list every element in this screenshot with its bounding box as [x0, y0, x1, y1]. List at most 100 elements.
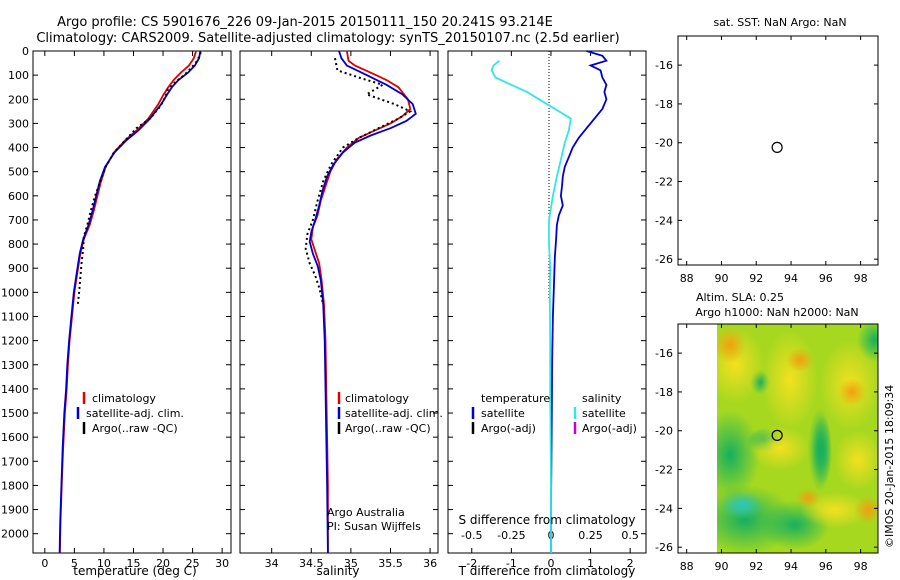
- sla-heatmap: [717, 324, 878, 553]
- x-tick-label: 0: [41, 557, 48, 570]
- y-tick-label: -20: [655, 137, 673, 150]
- y-tick-label: 0: [22, 45, 29, 58]
- x-tick-label: 20: [156, 557, 170, 570]
- difference-series: [490, 50, 608, 553]
- title-line-1: Argo profile: CS 5901676_226 09-Jan-2015…: [57, 15, 553, 30]
- x-tick-label: 98: [854, 272, 868, 285]
- heatmap-blob: [717, 327, 746, 363]
- y-tick-label: 1000: [1, 286, 29, 299]
- y-tick-label: 1300: [1, 359, 29, 372]
- top-tick-label: 0.5: [621, 529, 639, 542]
- x-tick-label: 36: [423, 557, 437, 570]
- temperature-xlabel: temperature (deg C): [73, 564, 196, 578]
- y-tick-label: 1800: [1, 479, 29, 492]
- x-tick-label: 2: [627, 557, 634, 570]
- x-tick-label: 34.5: [299, 557, 324, 570]
- legend-title-temperature: temperature: [481, 392, 550, 405]
- sla-map-title-1: Altim. SLA: 0.25: [696, 291, 784, 304]
- legend-label: Argo(..raw -QC): [92, 422, 178, 435]
- series-line-climatology: [59, 50, 197, 554]
- series-line-satellite-adj-clim-: [58, 50, 202, 554]
- y-tick-label: 200: [8, 93, 29, 106]
- sst-map-title: sat. SST: NaN Argo: NaN: [713, 16, 846, 29]
- salinity-annotation-line2: PI: Susan Wijffels: [327, 520, 421, 533]
- y-tick-label: 1400: [1, 383, 29, 396]
- y-tick-label: 1200: [1, 335, 29, 348]
- salinity-axes: 34 34.5 35 35.5 36: [240, 50, 438, 570]
- x-tick-label: 5: [71, 557, 78, 570]
- y-tick-label: 700: [8, 214, 29, 227]
- x-tick-label: 96: [819, 272, 833, 285]
- difference-axes: -2 -1 0 1 2-0.5 -0.25 0 0.25 0.5: [448, 50, 646, 570]
- x-tick-label: 0: [547, 557, 554, 570]
- y-tick-label: 1700: [1, 455, 29, 468]
- difference-panel-frame: [447, 50, 647, 554]
- y-tick-label: 1600: [1, 431, 29, 444]
- y-tick-label: -22: [655, 176, 673, 189]
- salinity-xlabel: salinity: [316, 564, 359, 578]
- salinity-panel-frame: [239, 50, 439, 554]
- x-tick-label: -2: [466, 557, 477, 570]
- salinity-series: [304, 50, 417, 554]
- y-tick-label: 800: [8, 238, 29, 251]
- series-line-salinity-satellite: [490, 59, 572, 553]
- sst-map-axes: 88 90 92 94 96 98 -16 -18 -20 -22 -24 -26: [655, 36, 878, 285]
- x-tick-label: 34: [265, 557, 279, 570]
- y-tick-label: -26: [655, 253, 673, 266]
- y-tick-label: 1500: [1, 407, 29, 420]
- legend-label: satellite: [481, 407, 525, 420]
- sst-map-frame: [677, 35, 879, 266]
- y-tick-label: 400: [8, 142, 29, 155]
- y-tick-label: -16: [655, 347, 673, 360]
- x-tick-label: 94: [784, 560, 798, 573]
- legend-label: climatology: [345, 392, 409, 405]
- temperature-series: [58, 50, 202, 554]
- legend-title-salinity: salinity: [582, 392, 622, 405]
- heatmap-blob: [786, 348, 814, 372]
- salinity-legend: climatology satellite-adj. clim. Argo(..…: [337, 392, 443, 435]
- x-tick-label: 30: [215, 557, 229, 570]
- difference-xlabel: T difference from climatology: [458, 564, 636, 578]
- series-line-temperature-satellite: [550, 50, 608, 553]
- legend-label: satellite: [582, 407, 626, 420]
- x-tick-label: 88: [680, 560, 694, 573]
- y-tick-label: -26: [655, 541, 673, 554]
- imos-watermark: ©IMOS 20-Jan-2015 18:09:34: [883, 385, 896, 548]
- y-tick-label: 300: [8, 117, 29, 130]
- x-tick-label: 92: [749, 560, 763, 573]
- x-tick-label: 94: [784, 272, 798, 285]
- y-tick-label: -22: [655, 464, 673, 477]
- y-tick-label: -18: [655, 386, 673, 399]
- heatmap-blob: [762, 330, 818, 430]
- top-tick-label: -0.5: [461, 529, 482, 542]
- y-tick-label: 1100: [1, 310, 29, 323]
- x-tick-label: 10: [97, 557, 111, 570]
- x-tick-label: 1: [587, 557, 594, 570]
- heatmap-blob: [854, 496, 878, 524]
- sla-map-title-2: Argo h1000: NaN h2000: NaN: [695, 306, 858, 319]
- x-tick-label: 90: [714, 560, 728, 573]
- y-tick-label: -24: [655, 214, 673, 227]
- heatmap-blob: [834, 430, 878, 490]
- x-tick-label: 98: [854, 560, 868, 573]
- y-tick-label: 500: [8, 166, 29, 179]
- legend-label: Argo(-adj): [481, 422, 536, 435]
- y-tick-label: -18: [655, 98, 673, 111]
- legend-label: Argo(-adj): [582, 422, 637, 435]
- top-tick-label: 0.25: [578, 529, 603, 542]
- y-tick-label: 2000: [1, 528, 29, 541]
- float-location-marker: [771, 141, 783, 153]
- legend-label: Argo(..raw -QC): [345, 422, 431, 435]
- salinity-annotation-line1: Argo Australia: [327, 506, 405, 519]
- x-tick-label: 92: [749, 272, 763, 285]
- series-line-satellite-adj-clim-: [308, 50, 417, 554]
- x-tick-label: 35: [344, 557, 358, 570]
- float-location-marker: [771, 429, 783, 441]
- legend-label: satellite-adj. clim.: [86, 407, 184, 420]
- difference-legend: temperature salinity satellite Argo(-adj…: [471, 392, 637, 435]
- difference-xlabel-top: S difference from climatology: [459, 513, 636, 527]
- heatmap-blob: [717, 410, 760, 500]
- x-tick-label: -1: [506, 557, 517, 570]
- heatmap-blob: [796, 488, 820, 508]
